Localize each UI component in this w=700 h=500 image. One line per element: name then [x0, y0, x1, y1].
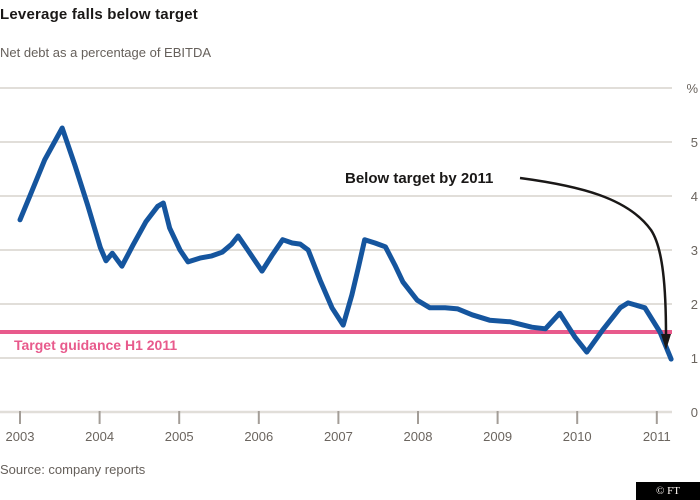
y-axis-label: 2 [691, 297, 698, 312]
ft-logo: © FT [636, 482, 700, 500]
ft-logo-text: © FT [656, 485, 680, 497]
x-axis-label: 2009 [483, 429, 512, 444]
y-axis-label: 0 [691, 405, 698, 420]
x-axis-label: 2006 [244, 429, 273, 444]
x-axis-label: 2003 [6, 429, 35, 444]
series-line [17, 125, 674, 362]
x-axis-label: 2011 [643, 429, 671, 444]
x-axis-label: 2008 [404, 429, 433, 444]
x-axis-label: 2005 [165, 429, 194, 444]
y-axis-label: 1 [691, 351, 698, 366]
x-axis-label: 2004 [85, 429, 114, 444]
data-line [17, 125, 674, 362]
annotation-arrow-icon [519, 176, 671, 350]
y-axis-label: 5 [691, 135, 698, 150]
chart-subtitle: Net debt as a percentage of EBITDA [0, 45, 212, 60]
y-axis-label: % [686, 81, 698, 96]
y-axis-label: 3 [691, 243, 698, 258]
annotation-label: Below target by 2011 [345, 170, 493, 187]
gridlines [0, 87, 672, 414]
x-axis [19, 411, 658, 424]
y-axis-label: 4 [691, 189, 698, 204]
chart-title: Leverage falls below target [0, 6, 198, 23]
target-line-label: Target guidance H1 2011 [14, 337, 177, 353]
x-axis-label: 2007 [324, 429, 353, 444]
x-axis-label: 2010 [563, 429, 592, 444]
axis-labels: 2003 2004 2005 2006 2007 2008 2009 2010 2011% 5 4 3… [6, 81, 699, 444]
source-caption: Source: company reports [0, 462, 146, 477]
